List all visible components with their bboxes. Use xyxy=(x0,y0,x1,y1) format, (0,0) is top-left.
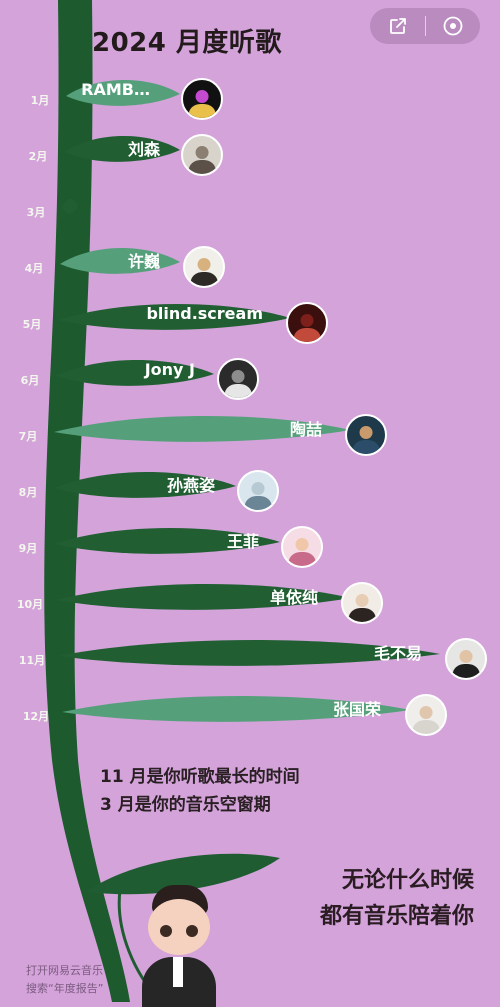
footer-line-1: 打开网易云音乐 xyxy=(26,964,103,977)
artist-avatar[interactable] xyxy=(341,582,383,624)
artist-avatar[interactable] xyxy=(237,470,279,512)
footer-line-2: 搜索“年度报告” xyxy=(26,982,104,995)
leaf xyxy=(58,303,290,330)
artist-avatar[interactable] xyxy=(181,78,223,120)
month-label: 9月 xyxy=(18,542,38,555)
artist-name[interactable]: Jony J xyxy=(144,360,195,379)
artist-avatar[interactable] xyxy=(217,358,259,400)
month-label: 10月 xyxy=(16,598,44,611)
leaf xyxy=(66,79,180,106)
artist-name[interactable]: 王菲 xyxy=(226,532,259,551)
leaf xyxy=(62,695,410,722)
artist-name[interactable]: 许巍 xyxy=(127,252,160,271)
closing-line-2: 都有音乐陪着你 xyxy=(319,904,474,929)
artist-avatar[interactable] xyxy=(345,414,387,456)
share-button[interactable] xyxy=(370,8,425,44)
month-label: 8月 xyxy=(18,486,38,499)
closing-line-1: 无论什么时候 xyxy=(341,868,474,893)
share-icon xyxy=(389,18,406,34)
month-label: 7月 xyxy=(18,430,38,443)
summary-gap: 3 月是你的音乐空窗期 xyxy=(100,795,271,815)
month-label: 12月 xyxy=(22,710,50,723)
artist-avatar[interactable] xyxy=(405,694,447,736)
artist-name[interactable]: 毛不易 xyxy=(373,644,422,663)
artist-avatar[interactable] xyxy=(183,246,225,288)
leaf xyxy=(54,415,350,442)
page-title: 2024 月度听歌 xyxy=(92,28,282,58)
leaf xyxy=(64,135,180,162)
artist-avatar[interactable] xyxy=(286,302,328,344)
month-label: 2月 xyxy=(28,150,48,163)
artist-name[interactable]: blind.scream xyxy=(146,304,263,323)
month-label: 1月 xyxy=(30,94,50,107)
month-label: 5月 xyxy=(22,318,42,331)
leaf xyxy=(54,471,236,498)
record-icon xyxy=(443,16,462,36)
record-button[interactable] xyxy=(425,8,480,44)
artist-name[interactable]: 张国荣 xyxy=(332,700,381,719)
leaf xyxy=(58,639,440,666)
artist-name[interactable]: 单依纯 xyxy=(269,588,318,607)
bottom-leaf xyxy=(86,853,280,895)
artist-avatar[interactable] xyxy=(181,134,223,176)
leaf xyxy=(56,583,350,610)
plant-stem xyxy=(44,0,130,1002)
month-label: 4月 xyxy=(24,262,44,275)
artist-name[interactable]: 陶喆 xyxy=(289,420,322,439)
leaf xyxy=(60,247,180,274)
summary-longest: 11 月是你听歌最长的时间 xyxy=(100,767,300,787)
mascot xyxy=(132,885,222,1007)
artist-name[interactable]: 孙燕姿 xyxy=(166,476,215,495)
artist-avatar[interactable] xyxy=(281,526,323,568)
month-label: 6月 xyxy=(20,374,40,387)
artist-avatar[interactable] xyxy=(445,638,487,680)
artist-name[interactable]: 刘森 xyxy=(127,140,160,159)
leaf xyxy=(54,527,280,554)
top-actions xyxy=(370,8,480,44)
artist-name[interactable]: RAMB… xyxy=(81,80,150,99)
leaf xyxy=(62,198,78,214)
month-label: 11月 xyxy=(18,654,46,667)
divider xyxy=(425,16,426,36)
leaf xyxy=(56,359,214,386)
month-label: 3月 xyxy=(26,206,46,219)
